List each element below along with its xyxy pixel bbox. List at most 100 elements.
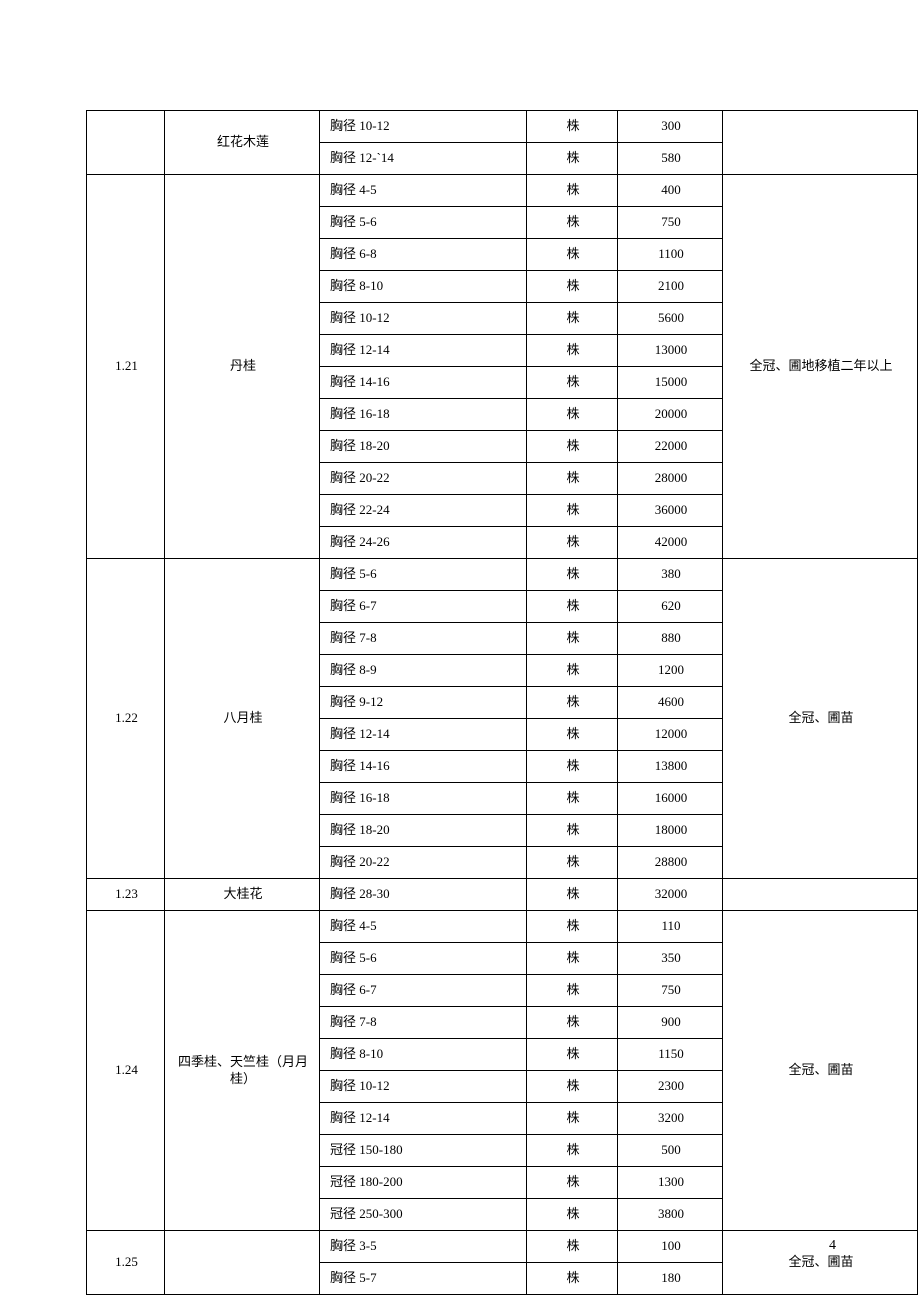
cell-unit: 株 — [527, 367, 618, 399]
cell-value: 580 — [618, 143, 723, 175]
cell-name: 丹桂 — [165, 175, 320, 559]
cell-unit: 株 — [527, 271, 618, 303]
cell-value: 300 — [618, 111, 723, 143]
cell-value: 1200 — [618, 655, 723, 687]
cell-unit: 株 — [527, 623, 618, 655]
cell-unit: 株 — [527, 815, 618, 847]
cell-value: 1300 — [618, 1167, 723, 1199]
cell-spec: 胸径 5-6 — [320, 207, 527, 239]
cell-spec: 胸径 20-22 — [320, 847, 527, 879]
cell-unit: 株 — [527, 111, 618, 143]
cell-spec: 胸径 7-8 — [320, 1007, 527, 1039]
cell-unit: 株 — [527, 399, 618, 431]
cell-spec: 胸径 12-14 — [320, 719, 527, 751]
cell-spec: 冠径 150-180 — [320, 1135, 527, 1167]
cell-value: 880 — [618, 623, 723, 655]
cell-value: 5600 — [618, 303, 723, 335]
cell-unit: 株 — [527, 1167, 618, 1199]
cell-spec: 胸径 4-5 — [320, 175, 527, 207]
cell-note: 全冠、圃苗 — [723, 559, 918, 879]
cell-value: 110 — [618, 911, 723, 943]
cell-spec: 胸径 22-24 — [320, 495, 527, 527]
cell-spec: 胸径 18-20 — [320, 431, 527, 463]
cell-unit: 株 — [527, 1263, 618, 1295]
cell-spec: 胸径 18-20 — [320, 815, 527, 847]
cell-spec: 胸径 28-30 — [320, 879, 527, 911]
cell-spec: 胸径 12-`14 — [320, 143, 527, 175]
cell-unit: 株 — [527, 1007, 618, 1039]
cell-value: 350 — [618, 943, 723, 975]
cell-value: 15000 — [618, 367, 723, 399]
cell-unit: 株 — [527, 751, 618, 783]
cell-spec: 胸径 6-8 — [320, 239, 527, 271]
cell-note: 全冠、圃苗 — [723, 1231, 918, 1295]
cell-value: 1150 — [618, 1039, 723, 1071]
cell-spec: 冠径 250-300 — [320, 1199, 527, 1231]
cell-spec: 胸径 10-12 — [320, 303, 527, 335]
cell-value: 3200 — [618, 1103, 723, 1135]
cell-unit: 株 — [527, 911, 618, 943]
cell-spec: 胸径 8-10 — [320, 271, 527, 303]
cell-value: 42000 — [618, 527, 723, 559]
cell-index — [87, 111, 165, 175]
cell-value: 13800 — [618, 751, 723, 783]
cell-unit: 株 — [527, 527, 618, 559]
cell-note: 全冠、圃地移植二年以上 — [723, 175, 918, 559]
cell-spec: 胸径 8-9 — [320, 655, 527, 687]
table-row: 1.25胸径 3-5株100全冠、圃苗 — [87, 1231, 918, 1263]
cell-spec: 胸径 20-22 — [320, 463, 527, 495]
cell-unit: 株 — [527, 1103, 618, 1135]
cell-unit: 株 — [527, 879, 618, 911]
cell-unit: 株 — [527, 431, 618, 463]
cell-unit: 株 — [527, 847, 618, 879]
cell-name: 大桂花 — [165, 879, 320, 911]
cell-name: 四季桂、天竺桂（月月桂） — [165, 911, 320, 1231]
cell-unit: 株 — [527, 783, 618, 815]
cell-value: 1100 — [618, 239, 723, 271]
cell-value: 4600 — [618, 687, 723, 719]
cell-value: 22000 — [618, 431, 723, 463]
cell-unit: 株 — [527, 975, 618, 1007]
cell-value: 13000 — [618, 335, 723, 367]
cell-unit: 株 — [527, 719, 618, 751]
cell-spec: 胸径 3-5 — [320, 1231, 527, 1263]
table-row: 1.23大桂花胸径 28-30株32000 — [87, 879, 918, 911]
table-row: 1.22八月桂胸径 5-6株380全冠、圃苗 — [87, 559, 918, 591]
page: 红花木莲胸径 10-12株300胸径 12-`14株5801.21丹桂胸径 4-… — [0, 0, 920, 1302]
cell-name: 红花木莲 — [165, 111, 320, 175]
cell-unit: 株 — [527, 303, 618, 335]
cell-spec: 胸径 8-10 — [320, 1039, 527, 1071]
cell-value: 20000 — [618, 399, 723, 431]
cell-spec: 胸径 10-12 — [320, 1071, 527, 1103]
cell-spec: 胸径 16-18 — [320, 399, 527, 431]
cell-value: 750 — [618, 207, 723, 239]
cell-unit: 株 — [527, 1231, 618, 1263]
cell-value: 2100 — [618, 271, 723, 303]
cell-unit: 株 — [527, 239, 618, 271]
cell-value: 100 — [618, 1231, 723, 1263]
cell-spec: 胸径 16-18 — [320, 783, 527, 815]
cell-unit: 株 — [527, 559, 618, 591]
price-table-body: 红花木莲胸径 10-12株300胸径 12-`14株5801.21丹桂胸径 4-… — [87, 111, 918, 1295]
cell-unit: 株 — [527, 591, 618, 623]
cell-value: 750 — [618, 975, 723, 1007]
cell-value: 500 — [618, 1135, 723, 1167]
cell-value: 2300 — [618, 1071, 723, 1103]
cell-spec: 胸径 12-14 — [320, 1103, 527, 1135]
cell-value: 16000 — [618, 783, 723, 815]
table-row: 1.24四季桂、天竺桂（月月桂）胸径 4-5株110全冠、圃苗 — [87, 911, 918, 943]
cell-index: 1.24 — [87, 911, 165, 1231]
table-row: 红花木莲胸径 10-12株300 — [87, 111, 918, 143]
cell-value: 400 — [618, 175, 723, 207]
cell-unit: 株 — [527, 463, 618, 495]
cell-unit: 株 — [527, 335, 618, 367]
cell-spec: 胸径 12-14 — [320, 335, 527, 367]
cell-index: 1.25 — [87, 1231, 165, 1295]
cell-index: 1.23 — [87, 879, 165, 911]
cell-value: 32000 — [618, 879, 723, 911]
cell-spec: 胸径 4-5 — [320, 911, 527, 943]
cell-spec: 胸径 24-26 — [320, 527, 527, 559]
table-row: 1.21丹桂胸径 4-5株400全冠、圃地移植二年以上 — [87, 175, 918, 207]
cell-value: 28000 — [618, 463, 723, 495]
cell-spec: 胸径 6-7 — [320, 591, 527, 623]
